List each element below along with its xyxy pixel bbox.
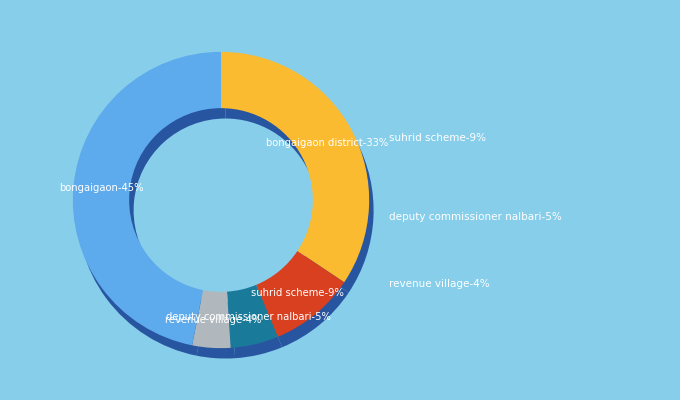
Text: bongaigaon district-33%: bongaigaon district-33% <box>266 138 388 148</box>
Text: suhrid scheme-9%: suhrid scheme-9% <box>389 133 486 143</box>
Wedge shape <box>227 285 277 348</box>
Wedge shape <box>73 52 221 345</box>
Text: deputy commissioner nalbari-5%: deputy commissioner nalbari-5% <box>166 312 330 322</box>
Wedge shape <box>231 295 282 358</box>
Text: deputy commissioner nalbari-5%: deputy commissioner nalbari-5% <box>389 212 562 222</box>
Wedge shape <box>260 262 349 347</box>
Wedge shape <box>192 290 231 348</box>
Wedge shape <box>221 52 369 282</box>
Text: revenue village-4%: revenue village-4% <box>389 279 490 289</box>
Text: revenue village-4%: revenue village-4% <box>165 315 261 325</box>
Wedge shape <box>197 300 235 358</box>
Text: bongaigaon-45%: bongaigaon-45% <box>59 183 144 193</box>
Wedge shape <box>78 62 226 356</box>
Wedge shape <box>226 62 373 293</box>
Text: suhrid scheme-9%: suhrid scheme-9% <box>251 288 343 298</box>
Wedge shape <box>256 251 344 337</box>
